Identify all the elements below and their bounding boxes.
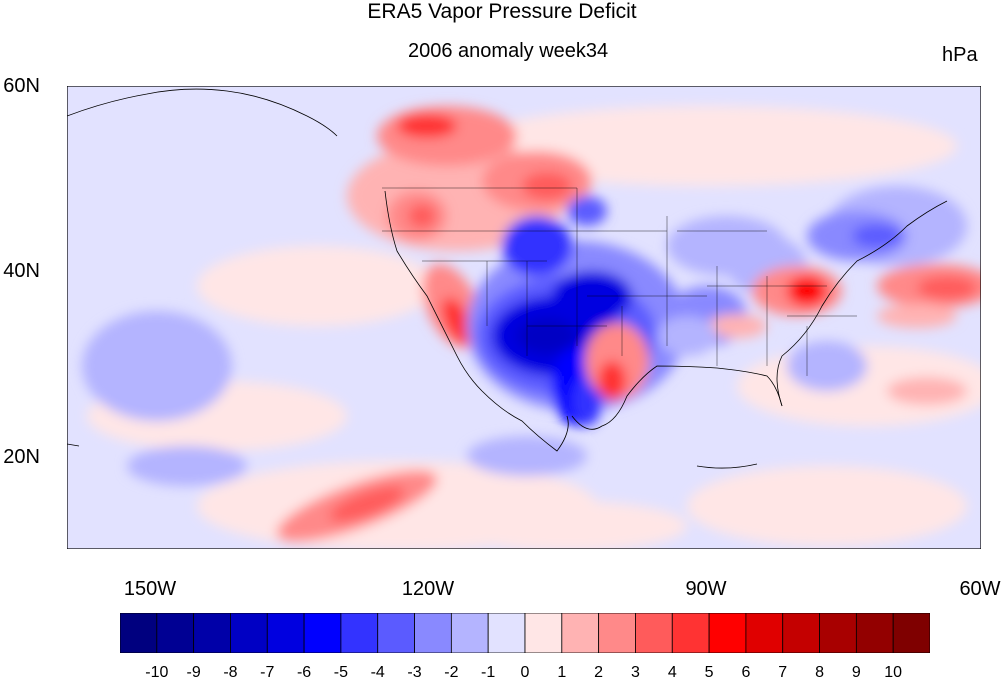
- colorbar-label: 9: [851, 664, 861, 681]
- lon-label-90w: 90W: [685, 578, 727, 600]
- lon-label-60w: 60W: [959, 578, 1001, 600]
- colorbar-box: [340, 613, 379, 653]
- colorbar-box: [450, 613, 489, 653]
- lat-label-40n: 40N: [3, 260, 40, 282]
- anomaly-field: [82, 106, 981, 549]
- colorbar-label: 10: [884, 664, 903, 681]
- colorbar-box: [782, 613, 820, 653]
- colorbar-box: [487, 613, 526, 653]
- colorbar-label: -4: [370, 664, 385, 681]
- colorbar-label: 0: [520, 664, 530, 681]
- colorbar-box: [266, 613, 305, 653]
- colorbar-label: 7: [778, 664, 788, 681]
- colorbar-box: [193, 613, 231, 653]
- colorbar-box: [230, 613, 268, 653]
- colorbar-box: [303, 613, 342, 653]
- colorbar-box: [892, 613, 930, 653]
- colorbar-box: [598, 613, 636, 653]
- colorbar-box: [855, 613, 894, 653]
- colorbar-label: -6: [296, 664, 312, 681]
- colorbar-label: -1: [481, 664, 496, 681]
- colorbar-label: -10: [145, 664, 169, 681]
- colorbar-box: [819, 613, 857, 653]
- colorbar-box: [156, 613, 195, 653]
- colorbar-label: 4: [667, 664, 677, 681]
- colorbar-label: 3: [631, 664, 640, 681]
- colorbar-box: [524, 613, 563, 653]
- lon-label-120w: 120W: [401, 578, 455, 600]
- colorbar-label: 6: [741, 664, 751, 681]
- colorbar-box: [635, 613, 673, 653]
- lat-label-60n: 60N: [3, 75, 40, 97]
- colorbar-box: [414, 613, 452, 653]
- colorbar-box: [745, 613, 784, 653]
- colorbar-label: -2: [444, 664, 459, 681]
- colorbar-label: -3: [407, 664, 422, 681]
- colorbar-box: [708, 613, 747, 653]
- lon-label-150w: 150W: [123, 578, 177, 600]
- colorbar-label: 8: [815, 664, 824, 681]
- anomaly-map: [67, 86, 981, 549]
- lat-label-20n: 20N: [3, 446, 40, 468]
- colorbar-label: 2: [594, 664, 604, 681]
- colorbar-label: -5: [333, 664, 349, 681]
- colorbar-box: [561, 613, 600, 653]
- colorbar-box: [120, 613, 158, 653]
- colorbar-label: -7: [260, 664, 275, 681]
- colorbar-box: [671, 613, 710, 653]
- colorbar-label: -8: [223, 664, 238, 681]
- coastlines: [67, 88, 948, 469]
- map-title: ERA5 Vapor Pressure Deficit: [367, 0, 637, 23]
- units-label: hPa: [942, 44, 978, 66]
- colorbar-label: 1: [557, 664, 567, 681]
- colorbar: [120, 613, 930, 653]
- colorbar-label: -9: [186, 664, 201, 681]
- colorbar-box: [377, 613, 415, 653]
- state-borders: [382, 187, 857, 376]
- map-subtitle: 2006 anomaly week34: [408, 40, 609, 62]
- colorbar-label: 5: [704, 664, 714, 681]
